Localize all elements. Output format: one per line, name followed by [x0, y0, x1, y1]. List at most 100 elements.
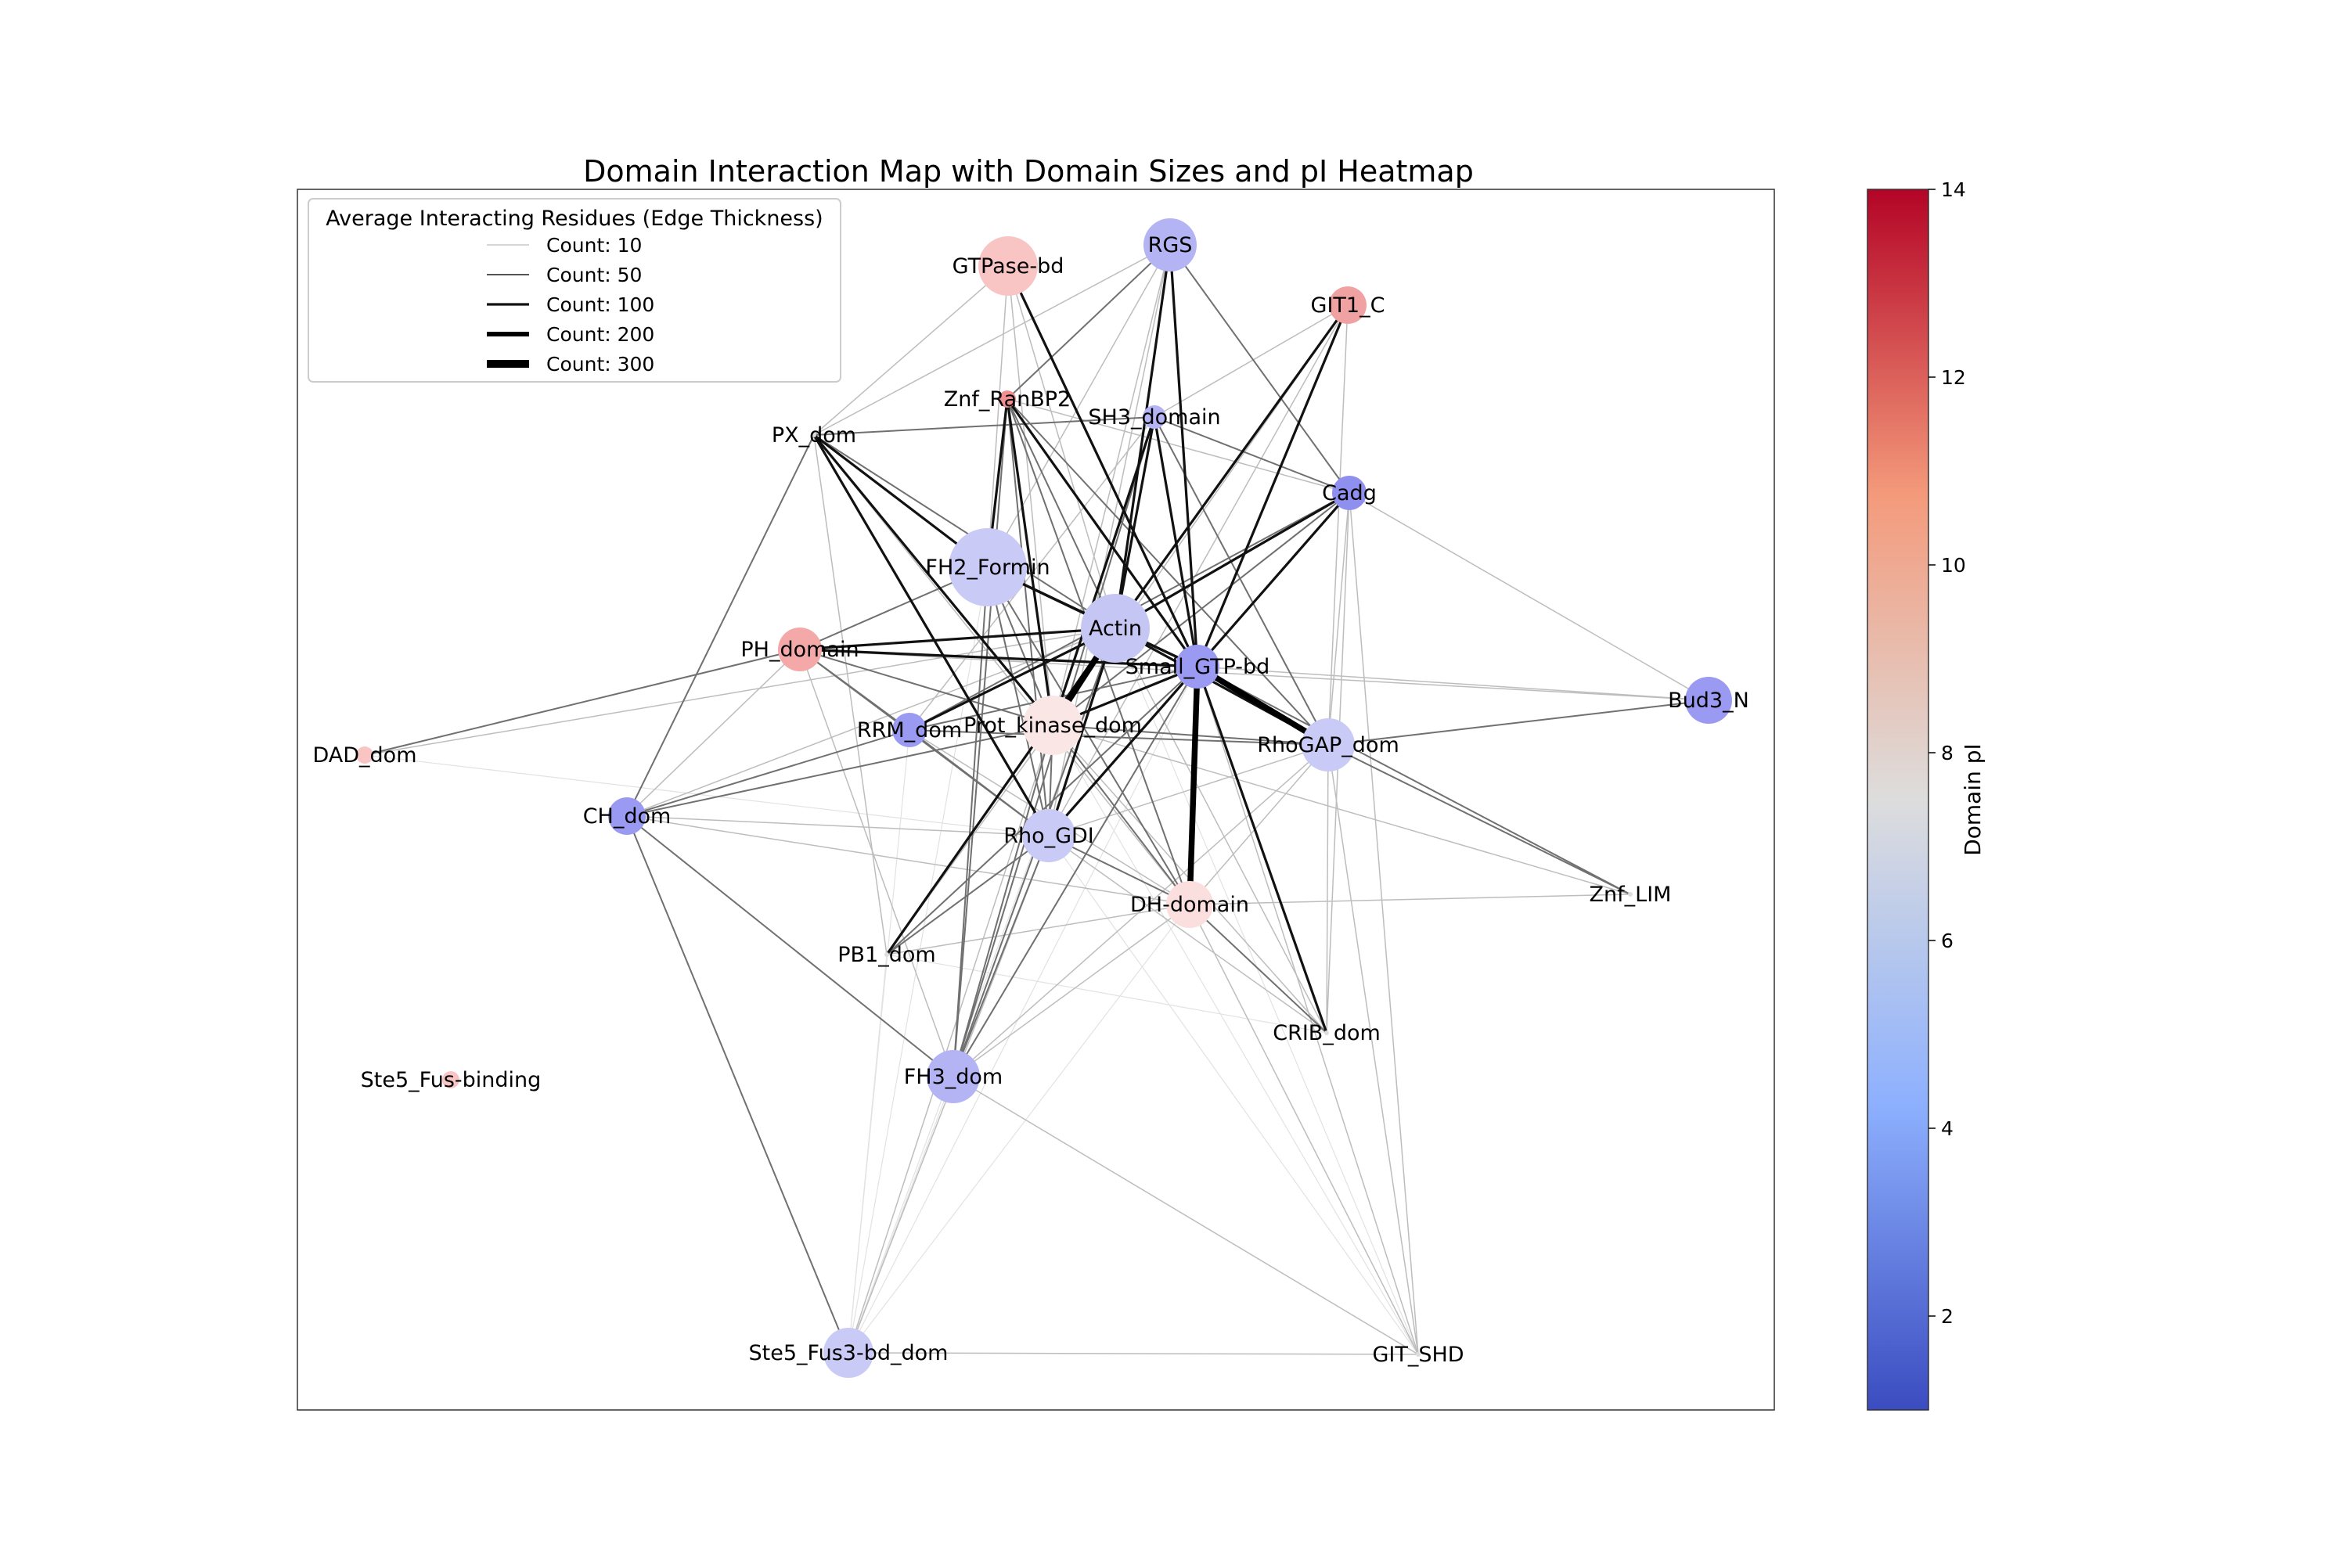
node-RhoGAP_dom[interactable] — [1302, 718, 1355, 771]
edge-FH2_Formin-Rho_GDI — [987, 566, 1050, 836]
node-SH3_domain[interactable] — [1143, 405, 1166, 429]
node-GIT_SHD[interactable] — [1416, 1352, 1421, 1357]
edge-PX_dom-CH_dom — [626, 434, 815, 817]
node-Actin[interactable] — [1081, 594, 1150, 663]
edge-Small_GTP-bd-Rho_GDI — [1047, 665, 1199, 837]
node-PB1_dom[interactable] — [884, 952, 889, 957]
edge-GIT1_C-Actin — [1114, 304, 1349, 629]
node-label: FH2_Formin — [925, 556, 1050, 580]
node-Bud3_N[interactable] — [1685, 677, 1732, 724]
edge-CRIB_dom-Actin — [1115, 628, 1327, 1034]
edge-CH_dom-Ste5_Fus3-bd_dom — [626, 815, 849, 1354]
edge-Cadg-RhoGAP_dom — [1327, 492, 1350, 746]
edge-PH_domain-Prot_kinase_dom — [799, 649, 1053, 726]
edge-PH_domain-Small_GTP-bd — [799, 648, 1198, 668]
colorbar-tick-label: 12 — [1941, 366, 1966, 389]
node-label: Ste5_Fus3-bd_dom — [749, 1341, 949, 1365]
node-Rho_GDI[interactable] — [1022, 809, 1075, 862]
edge-GIT_SHD-Rho_GDI — [1048, 835, 1419, 1355]
node-label: PH_domain — [740, 638, 859, 662]
edge-RhoGAP_dom-CRIB_dom — [1326, 744, 1329, 1034]
node-CRIB_dom[interactable] — [1324, 1030, 1329, 1035]
edge-CH_dom-Rho_GDI — [626, 815, 1050, 836]
edge-RGS-PX_dom — [813, 244, 1171, 436]
node-label: Actin — [1089, 617, 1142, 641]
edge-GTPase-bd-Actin — [1007, 265, 1116, 629]
node-label: DAD_dom — [312, 743, 416, 768]
node-Znf_LIM[interactable] — [1628, 892, 1633, 897]
edge-RhoGAP_dom-FH3_dom — [953, 744, 1329, 1077]
node-DAD_dom[interactable] — [356, 746, 373, 764]
legend-item-label: Count: 300 — [546, 353, 654, 376]
node-Ste5_Fus3-bd_dom[interactable] — [823, 1328, 873, 1378]
edge-RhoGAP_dom-Znf_LIM — [1327, 744, 1631, 895]
edge-PX_dom-Prot_kinase_dom — [812, 433, 1054, 727]
legend-box — [308, 198, 841, 383]
node-PH_domain[interactable] — [778, 628, 822, 671]
node-FH2_Formin[interactable] — [949, 528, 1027, 606]
legend-items: Count: 10 Count: 50 Count: 100 Count: 200 Co… — [487, 234, 654, 376]
node-GIT1_C[interactable] — [1329, 286, 1367, 324]
edge-Ste5_Fus3-bd_dom-Small_GTP-bd — [848, 666, 1198, 1354]
edge-PX_dom-Actin — [813, 434, 1116, 629]
edge-Znf_RanBP2-FH3_dom — [953, 398, 1008, 1077]
node-label: RRM_dom — [857, 718, 962, 743]
edge-DH-domain-CRIB_dom — [1189, 904, 1327, 1034]
node-CH_dom[interactable] — [608, 797, 646, 835]
edge-Cadg-Actin — [1115, 491, 1350, 630]
edge-Znf_LIM-Small_GTP-bd — [1197, 666, 1631, 895]
node-GTPase-bd[interactable] — [978, 236, 1038, 296]
edge-GIT_SHD-Small_GTP-bd — [1197, 666, 1419, 1355]
edge-CH_dom-DH-domain — [626, 815, 1190, 905]
node-RRM_dom[interactable] — [892, 713, 927, 747]
edge-PX_dom-Rho_GDI — [812, 434, 1050, 836]
edge-Bud3_N-Small_GTP-bd — [1197, 666, 1709, 701]
node-label: DH-domain — [1130, 893, 1249, 917]
edge-RGS-Small_GTP-bd — [1169, 244, 1199, 667]
edge-PH_domain-FH3_dom — [799, 649, 954, 1077]
node-Ste5_Fus-binding[interactable] — [442, 1071, 459, 1088]
edge-Prot_kinase_dom-CH_dom — [626, 725, 1053, 817]
node-label: GIT1_C — [1311, 293, 1385, 318]
node-Znf_RanBP2[interactable] — [999, 390, 1016, 408]
edge-Znf_RanBP2-Small_GTP-bd — [1006, 398, 1199, 667]
node-label: Rho_GDI — [1003, 824, 1094, 848]
edge-DH-domain-GIT_SHD — [1189, 904, 1419, 1355]
edge-DAD_dom-Rho_GDI — [364, 754, 1050, 836]
colorbar-ticks: 2 4 6 8 10 12 14 — [1928, 178, 1966, 1328]
node-DH-domain[interactable] — [1166, 881, 1213, 928]
edge-RhoGAP_dom-GIT_SHD — [1327, 744, 1419, 1355]
node-label: GIT_SHD — [1372, 1343, 1464, 1367]
node-label: RhoGAP_dom — [1257, 733, 1399, 757]
edge-Actin-RRM_dom — [909, 627, 1116, 732]
edge-DH-domain-PB1_dom — [886, 904, 1190, 955]
edge-DH-domain-Ste5_Fus3-bd_dom — [848, 904, 1190, 1354]
colorbar-tick-label: 14 — [1941, 178, 1966, 201]
edge-layer — [364, 244, 1709, 1355]
node-label: Znf_RanBP2 — [944, 387, 1071, 412]
edge-Actin-PH_domain — [799, 627, 1116, 651]
edge-Rho_GDI-FH3_dom — [953, 835, 1050, 1077]
node-Prot_kinase_dom[interactable] — [1023, 696, 1082, 755]
edge-PH_domain-DAD_dom — [364, 649, 801, 756]
node-PX_dom[interactable] — [812, 433, 816, 437]
node-label-layer: GTPase-bd RGS GIT1_C Znf_RanBP2 SH3_domain PX… — [312, 233, 1748, 1367]
edge-PX_dom-DH-domain — [813, 434, 1190, 905]
node-Cadg[interactable] — [1332, 476, 1367, 510]
node-layer — [356, 218, 1732, 1378]
node-FH3_dom[interactable] — [927, 1050, 980, 1103]
legend-item-label: Count: 50 — [546, 264, 642, 286]
edge-RRM_dom-RhoGAP_dom — [909, 729, 1329, 746]
edge-Small_GTP-bd-DH-domain — [1187, 666, 1201, 905]
edge-Prot_kinase_dom-FH3_dom — [953, 725, 1053, 1077]
edge-PX_dom-GTPase-bd — [813, 265, 1009, 436]
node-Small_GTP-bd[interactable] — [1176, 645, 1219, 689]
node-RGS[interactable] — [1143, 218, 1197, 272]
edge-Znf_RanBP2-RhoGAP_dom — [1007, 398, 1329, 746]
edge-FH3_dom-GIT_SHD — [953, 1076, 1419, 1355]
edge-Znf_LIM-Prot_kinase_dom — [1052, 725, 1631, 895]
edge-Cadg-Prot_kinase_dom — [1052, 492, 1350, 726]
node-label: Cadg — [1322, 481, 1377, 505]
